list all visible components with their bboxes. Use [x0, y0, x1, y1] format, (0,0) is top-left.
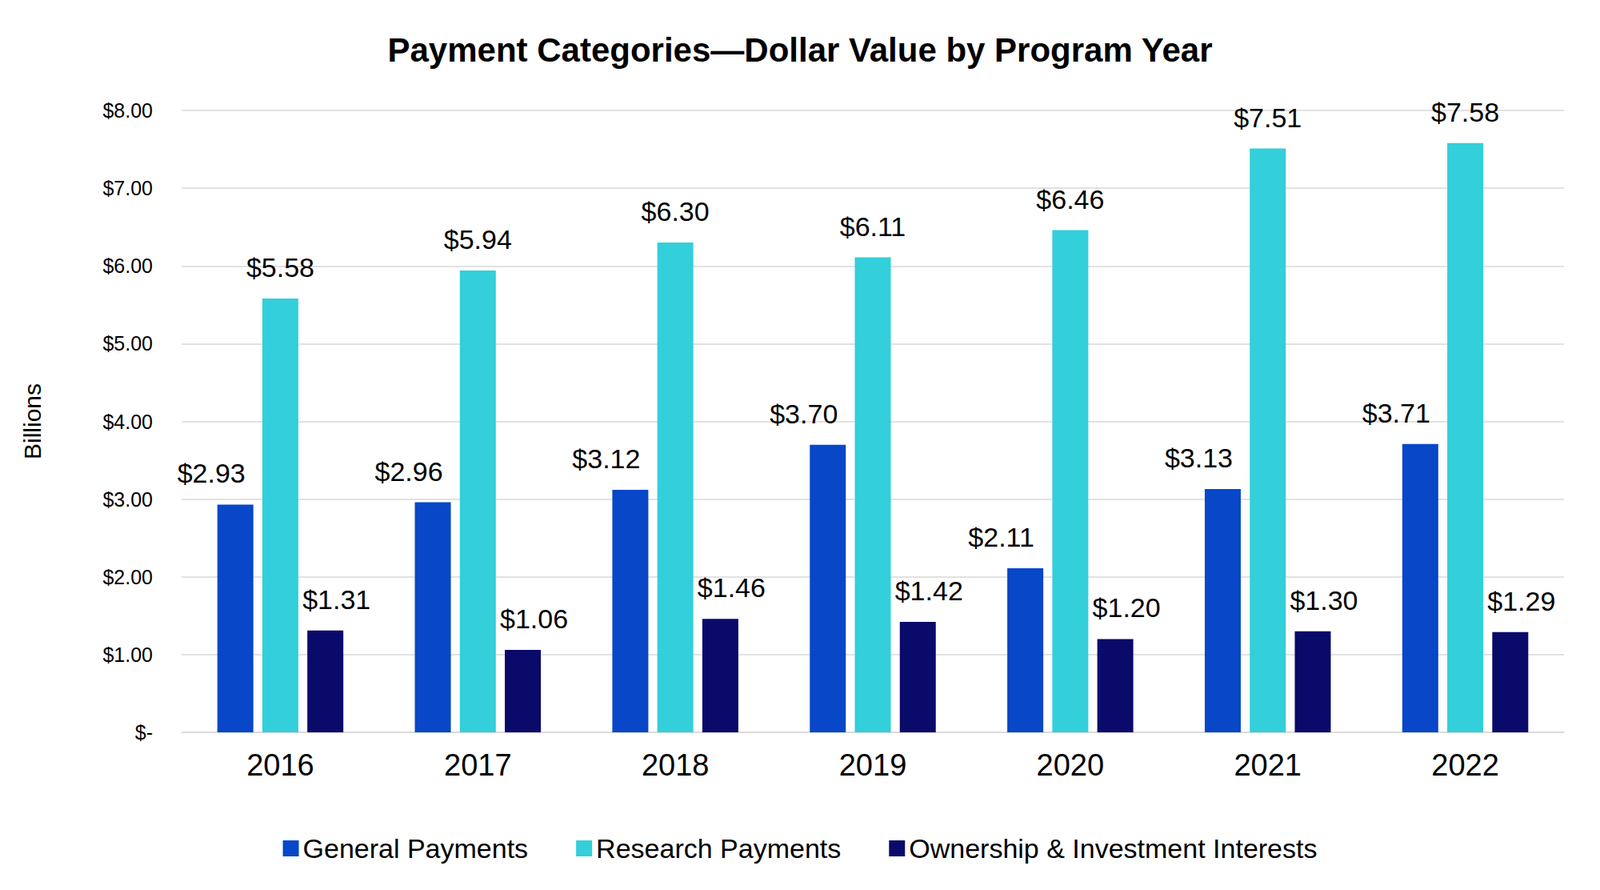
svg-text:$7.51: $7.51	[1233, 102, 1302, 133]
svg-text:$2.11: $2.11	[968, 521, 1035, 552]
svg-text:2020: 2020	[1036, 748, 1105, 782]
svg-text:$3.13: $3.13	[1164, 442, 1233, 473]
svg-text:$2.93: $2.93	[177, 457, 246, 488]
svg-text:$1.46: $1.46	[697, 572, 766, 603]
svg-text:$5.58: $5.58	[246, 252, 315, 283]
svg-text:$1.06: $1.06	[500, 603, 568, 634]
svg-text:Research Payments: Research Payments	[596, 832, 841, 864]
svg-text:$3.00: $3.00	[102, 488, 153, 511]
svg-text:$1.00: $1.00	[102, 643, 153, 666]
svg-text:$8.00: $8.00	[102, 99, 153, 122]
svg-text:$6.46: $6.46	[1036, 184, 1104, 215]
svg-text:$6.30: $6.30	[641, 196, 710, 227]
svg-text:2017: 2017	[444, 748, 512, 782]
svg-text:Billions: Billions	[19, 383, 46, 460]
svg-text:Payment Categories—Dollar Valu: Payment Categories—Dollar Value by Progr…	[388, 31, 1213, 69]
svg-text:$2.00: $2.00	[102, 565, 153, 588]
svg-text:General Payments: General Payments	[303, 832, 529, 864]
svg-text:$3.70: $3.70	[769, 398, 838, 429]
svg-text:$7.00: $7.00	[102, 176, 153, 200]
svg-text:2016: 2016	[246, 748, 315, 782]
svg-text:$2.96: $2.96	[374, 456, 443, 487]
svg-text:$1.31: $1.31	[302, 584, 371, 615]
svg-text:2018: 2018	[641, 748, 710, 782]
svg-text:$-: $-	[135, 720, 153, 744]
svg-text:$7.58: $7.58	[1431, 96, 1500, 128]
svg-text:2019: 2019	[839, 748, 908, 782]
svg-text:$1.29: $1.29	[1487, 585, 1556, 616]
svg-text:$1.42: $1.42	[895, 575, 964, 606]
svg-text:2022: 2022	[1431, 748, 1500, 782]
svg-text:$3.12: $3.12	[572, 443, 640, 474]
svg-text:$3.71: $3.71	[1362, 397, 1431, 428]
svg-text:2021: 2021	[1233, 748, 1302, 782]
svg-text:$6.11: $6.11	[840, 211, 907, 242]
svg-text:$1.20: $1.20	[1092, 592, 1161, 623]
svg-text:$1.30: $1.30	[1289, 584, 1358, 616]
svg-text:Ownership & Investment Interes: Ownership & Investment Interests	[908, 832, 1317, 864]
svg-text:$4.00: $4.00	[102, 410, 153, 433]
svg-text:$6.00: $6.00	[102, 254, 153, 277]
svg-text:$5.94: $5.94	[444, 224, 512, 255]
svg-text:$5.00: $5.00	[102, 332, 153, 355]
